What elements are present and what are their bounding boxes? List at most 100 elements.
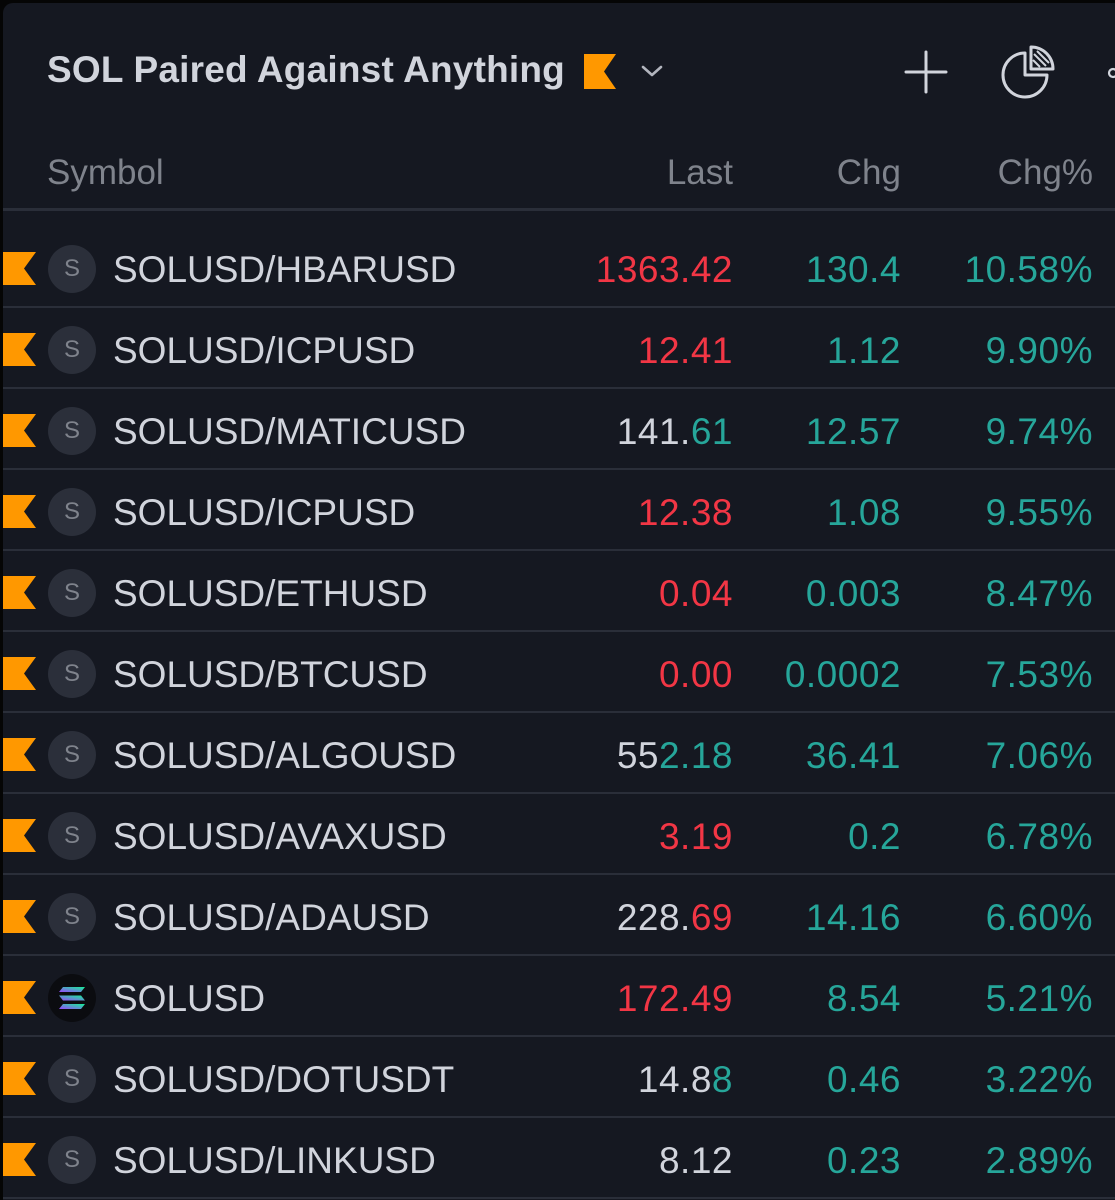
header-divider bbox=[3, 208, 1115, 211]
change-percent: 10.58% bbox=[964, 249, 1093, 290]
avatar: S bbox=[48, 731, 96, 779]
table-row[interactable]: S SOLUSD/AVAXUSD 3.19 0.2 6.78% bbox=[3, 794, 1115, 875]
change-percent: 3.22% bbox=[985, 1059, 1093, 1100]
change-value: 1.08 bbox=[826, 492, 901, 533]
last-price-plain: 55 bbox=[616, 735, 659, 776]
last-price: 552.18 bbox=[617, 735, 733, 777]
table-row[interactable]: S SOLUSD/ICPUSD 12.38 1.08 9.55% bbox=[3, 470, 1115, 551]
table-row[interactable]: S SOLUSD/DOTUSDT 14.88 0.46 3.22% bbox=[3, 1037, 1115, 1118]
last-price-plain: 8.12 bbox=[658, 1140, 733, 1181]
last-price: 1363.42 bbox=[596, 249, 733, 291]
symbol-name: SOLUSD/BTCUSD bbox=[113, 654, 428, 695]
flag-icon[interactable] bbox=[3, 1143, 36, 1176]
symbol-name: SOLUSD/HBARUSD bbox=[113, 249, 457, 290]
last-price: 12.38 bbox=[638, 492, 733, 534]
symbol-name: SOLUSD/ALGOUSD bbox=[113, 735, 457, 776]
pie-chart-icon[interactable] bbox=[997, 43, 1057, 103]
watchlist-title[interactable]: SOL Paired Against Anything bbox=[47, 49, 565, 90]
more-icon[interactable] bbox=[1103, 63, 1115, 83]
change-value: 0.0002 bbox=[784, 654, 901, 695]
change-value: 0.003 bbox=[805, 573, 901, 614]
change-percent: 9.90% bbox=[985, 330, 1093, 371]
table-row[interactable]: S SOLUSD/BTCUSD 0.00 0.0002 7.53% bbox=[3, 632, 1115, 713]
flag-icon[interactable] bbox=[3, 495, 36, 528]
flag-icon[interactable] bbox=[3, 414, 36, 447]
column-header-last[interactable]: Last bbox=[666, 153, 733, 192]
change-percent: 5.21% bbox=[985, 978, 1093, 1019]
flag-icon[interactable] bbox=[3, 576, 36, 609]
flag-icon[interactable] bbox=[3, 981, 36, 1014]
last-price-changed: 12.38 bbox=[637, 492, 733, 533]
last-price: 14.88 bbox=[638, 1059, 733, 1101]
change-percent: 9.55% bbox=[985, 492, 1093, 533]
flag-icon[interactable] bbox=[3, 819, 36, 852]
avatar: S bbox=[48, 407, 96, 455]
change-percent: 6.78% bbox=[985, 816, 1093, 857]
solana-logo-icon bbox=[59, 987, 85, 1009]
symbol-name: SOLUSD/DOTUSDT bbox=[113, 1059, 455, 1100]
change-value: 0.46 bbox=[826, 1059, 901, 1100]
symbol-name: SOLUSD/AVAXUSD bbox=[113, 816, 447, 857]
column-header-chg[interactable]: Chg bbox=[836, 153, 901, 192]
flag-icon[interactable] bbox=[3, 333, 36, 366]
avatar: S bbox=[48, 245, 96, 293]
change-value: 8.54 bbox=[826, 978, 901, 1019]
flag-icon[interactable] bbox=[3, 738, 36, 771]
flag-icon[interactable] bbox=[3, 1062, 36, 1095]
last-price-plain: 141. bbox=[616, 411, 691, 452]
table-row[interactable]: SOLUSD 172.49 8.54 5.21% bbox=[3, 956, 1115, 1037]
flag-icon[interactable] bbox=[3, 252, 36, 285]
change-percent: 7.06% bbox=[985, 735, 1093, 776]
last-price-changed: 0.04 bbox=[658, 573, 733, 614]
plus-icon[interactable] bbox=[903, 49, 949, 95]
table-row[interactable]: S SOLUSD/ADAUSD 228.69 14.16 6.60% bbox=[3, 875, 1115, 956]
avatar: S bbox=[48, 488, 96, 536]
table-row[interactable]: S SOLUSD/HBARUSD 1363.42 130.4 10.58% bbox=[3, 227, 1115, 308]
avatar: S bbox=[48, 812, 96, 860]
symbol-name: SOLUSD/MATICUSD bbox=[113, 411, 466, 452]
table-row[interactable]: S SOLUSD/ALGOUSD 552.18 36.41 7.06% bbox=[3, 713, 1115, 794]
chevron-down-icon[interactable] bbox=[639, 61, 665, 81]
flag-icon[interactable] bbox=[3, 900, 36, 933]
last-price: 141.61 bbox=[617, 411, 733, 453]
symbol-name: SOLUSD/ETHUSD bbox=[113, 573, 428, 614]
last-price: 8.12 bbox=[659, 1140, 733, 1182]
symbol-name: SOLUSD/ICPUSD bbox=[113, 330, 416, 371]
symbol-name: SOLUSD bbox=[113, 978, 266, 1019]
last-price-plain: 228. bbox=[616, 897, 691, 938]
change-value: 12.57 bbox=[805, 411, 901, 452]
avatar bbox=[48, 974, 96, 1022]
watchlist-rows: S SOLUSD/HBARUSD 1363.42 130.4 10.58% S … bbox=[3, 227, 1115, 1199]
last-price-changed: 61 bbox=[690, 411, 733, 452]
last-price-changed: 0.00 bbox=[658, 654, 733, 695]
table-row[interactable]: S SOLUSD/ETHUSD 0.04 0.003 8.47% bbox=[3, 551, 1115, 632]
avatar: S bbox=[48, 893, 96, 941]
avatar: S bbox=[48, 650, 96, 698]
change-value: 130.4 bbox=[805, 249, 901, 290]
table-row[interactable]: S SOLUSD/ICPUSD 12.41 1.12 9.90% bbox=[3, 308, 1115, 389]
last-price-changed: 8 bbox=[711, 1059, 733, 1100]
avatar: S bbox=[48, 569, 96, 617]
symbol-name: SOLUSD/ICPUSD bbox=[113, 492, 416, 533]
change-value: 0.23 bbox=[826, 1140, 901, 1181]
last-price: 0.04 bbox=[659, 573, 733, 615]
last-price-changed: 12.41 bbox=[637, 330, 733, 371]
last-price: 0.00 bbox=[659, 654, 733, 696]
flag-icon[interactable] bbox=[3, 657, 36, 690]
flag-icon[interactable] bbox=[584, 54, 616, 89]
change-value: 0.2 bbox=[848, 816, 901, 857]
last-price: 228.69 bbox=[617, 897, 733, 939]
change-percent: 8.47% bbox=[985, 573, 1093, 614]
last-price-changed: 2.18 bbox=[658, 735, 733, 776]
change-value: 36.41 bbox=[805, 735, 901, 776]
change-percent: 9.74% bbox=[985, 411, 1093, 452]
table-row[interactable]: S SOLUSD/LINKUSD 8.12 0.23 2.89% bbox=[3, 1118, 1115, 1199]
last-price-changed: 172.49 bbox=[616, 978, 733, 1019]
column-header-chg-percent[interactable]: Chg% bbox=[997, 153, 1093, 192]
column-header-symbol[interactable]: Symbol bbox=[47, 153, 164, 192]
watchlist-header: SOL Paired Against Anything bbox=[3, 3, 1115, 143]
last-price-plain: 14.8 bbox=[637, 1059, 712, 1100]
symbol-name: SOLUSD/ADAUSD bbox=[113, 897, 430, 938]
table-row[interactable]: S SOLUSD/MATICUSD 141.61 12.57 9.74% bbox=[3, 389, 1115, 470]
change-percent: 7.53% bbox=[985, 654, 1093, 695]
